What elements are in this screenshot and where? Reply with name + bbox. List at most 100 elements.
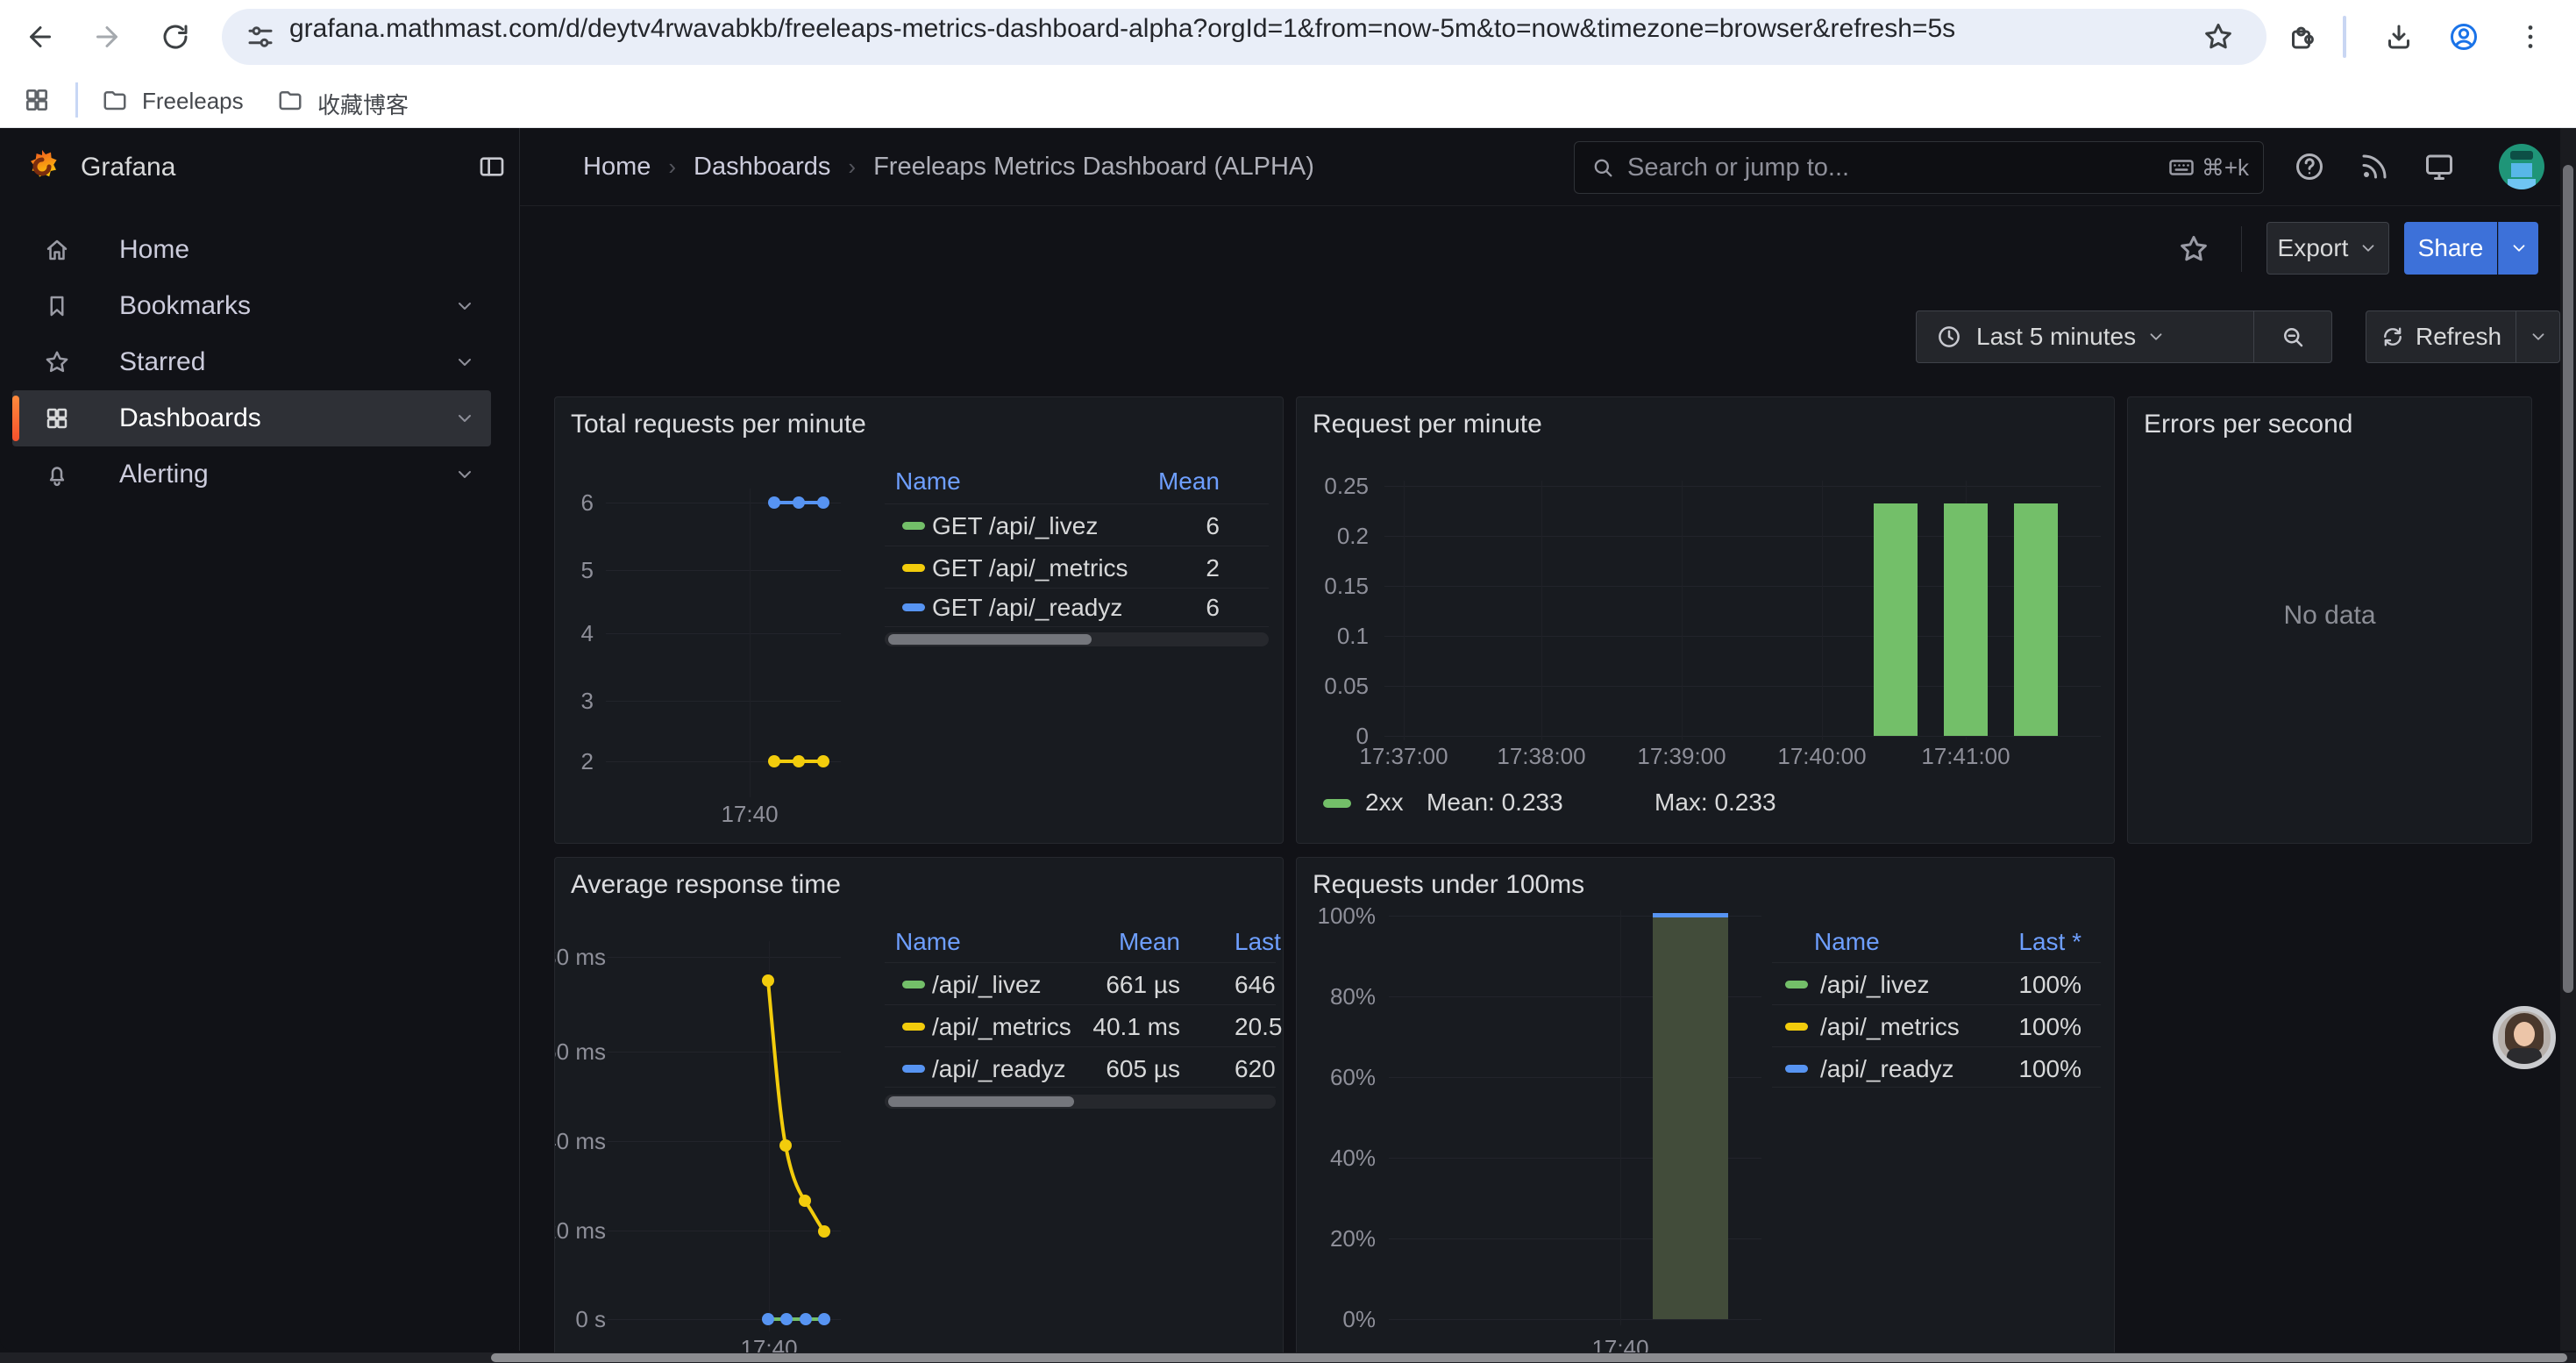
y-tick: 2 <box>581 750 594 773</box>
horizontal-scrollbar-thumb[interactable] <box>491 1353 2567 1362</box>
bar-2xx <box>1874 503 1918 736</box>
panel-title[interactable]: Request per minute <box>1313 410 1542 439</box>
assistant-avatar[interactable] <box>2493 1006 2556 1069</box>
download-icon[interactable] <box>2383 21 2415 53</box>
bookmark-folder-blogs[interactable]: 收藏博客 <box>317 88 409 120</box>
menu-kebab-icon[interactable] <box>2515 21 2546 53</box>
sidebar-item-bookmarks[interactable]: Bookmarks <box>12 278 491 334</box>
legend-color-pill <box>1785 1065 1808 1073</box>
response-time-curve <box>555 858 906 1349</box>
chevron-down-icon[interactable] <box>454 296 475 317</box>
breadcrumb-dashboards[interactable]: Dashboards <box>694 153 830 182</box>
legend-header-name[interactable]: Name <box>895 928 961 956</box>
sidebar-divider <box>519 128 520 1351</box>
sidebar-item-starred[interactable]: Starred <box>12 334 491 390</box>
panel-title[interactable]: Total requests per minute <box>571 410 866 439</box>
series-line-top <box>1653 913 1728 917</box>
site-settings-icon[interactable] <box>245 21 276 53</box>
y-tick: 6 <box>581 491 594 514</box>
refresh-button[interactable]: Refresh <box>2366 310 2516 363</box>
profile-icon[interactable] <box>2448 21 2480 53</box>
forward-icon[interactable] <box>91 21 123 53</box>
sidebar-item-label: Starred <box>119 347 205 377</box>
zoom-out-icon[interactable] <box>2254 324 2331 350</box>
sidebar-item-alerting[interactable]: Alerting <box>12 446 491 503</box>
y-tick: 4 <box>581 622 594 645</box>
legend-series-name[interactable]: 2xx <box>1365 789 1404 817</box>
panel-avg-response-time: Average response time 80 ms 60 ms 40 ms … <box>554 857 1284 1363</box>
chevron-down-icon[interactable] <box>454 408 475 429</box>
bookmark-star-icon[interactable] <box>2202 21 2234 53</box>
legend-series-name[interactable]: /api/_metrics <box>1820 1013 1960 1041</box>
grafana-logo[interactable] <box>25 149 60 184</box>
chevron-down-icon[interactable] <box>454 464 475 485</box>
legend-last-value: 20.5 ms <box>1235 1013 1284 1041</box>
legend-header-name[interactable]: Name <box>895 467 961 496</box>
sidebar-item-home[interactable]: Home <box>12 222 491 278</box>
rss-icon[interactable] <box>2359 151 2390 182</box>
time-range-picker[interactable]: Last 5 minutes <box>1916 310 2332 363</box>
vertical-scrollbar-thumb[interactable] <box>2563 165 2573 993</box>
legend-header-name[interactable]: Name <box>1814 928 1880 956</box>
legend-series-name[interactable]: /api/_livez <box>1820 971 1930 999</box>
reload-icon[interactable] <box>160 21 191 53</box>
y-tick: 0.25 <box>1324 475 1369 497</box>
legend-color-pill <box>902 1023 925 1031</box>
sidebar-item-dashboards[interactable]: Dashboards <box>12 390 491 446</box>
legend-mean-value: 40.1 ms <box>1042 1013 1180 1041</box>
data-point <box>818 1313 830 1325</box>
data-point <box>793 496 805 509</box>
bookmark-folder-freeleaps[interactable]: Freeleaps <box>142 88 244 115</box>
search-input[interactable]: Search or jump to... ⌘+k <box>1574 141 2264 194</box>
refresh-interval-dropdown[interactable] <box>2516 310 2560 363</box>
legend-last-value: 100% <box>1943 1013 2081 1041</box>
user-avatar[interactable] <box>2499 144 2544 189</box>
chevron-down-icon <box>2509 239 2529 258</box>
bar-2xx <box>1944 503 1988 736</box>
apps-grid-icon[interactable] <box>23 86 51 114</box>
monitor-icon[interactable] <box>2423 151 2455 182</box>
y-tick: 5 <box>581 559 594 582</box>
panel-title[interactable]: Errors per second <box>2144 410 2352 439</box>
extensions-icon[interactable] <box>2287 21 2318 53</box>
url-text[interactable]: grafana.mathmast.com/d/deytv4rwavabkb/fr… <box>289 14 1955 44</box>
breadcrumb-separator: › <box>668 153 676 181</box>
legend-last-value: 100% <box>1943 971 2081 999</box>
share-button[interactable]: Share <box>2404 222 2497 275</box>
chevron-down-icon[interactable] <box>454 352 475 373</box>
legend-scrollbar-thumb[interactable] <box>888 1096 1074 1107</box>
legend-mean-value: 661 µs <box>1042 971 1180 999</box>
legend-header-last[interactable]: Last * <box>1943 928 2081 956</box>
legend-scrollbar-thumb[interactable] <box>888 634 1092 645</box>
panel-request-per-minute: Request per minute 0.25 0.2 0.15 0.1 0.0… <box>1296 396 2115 844</box>
legend-header-mean[interactable]: Mean <box>1042 928 1180 956</box>
y-tick: 0.1 <box>1337 624 1369 647</box>
legend-header-mean[interactable]: Mean <box>1081 467 1220 496</box>
breadcrumb-home[interactable]: Home <box>583 153 651 182</box>
favorite-star-icon[interactable] <box>2178 233 2210 265</box>
actions-divider <box>2241 226 2242 272</box>
sidebar-item-label: Dashboards <box>119 403 261 433</box>
chevron-down-icon <box>2146 327 2166 346</box>
legend-series-name[interactable]: /api/_readyz <box>1820 1055 1954 1083</box>
share-dropdown-button[interactable] <box>2498 222 2538 275</box>
legend-color-pill <box>902 1065 925 1073</box>
sidebar-toggle-icon[interactable] <box>478 153 506 181</box>
browser-chrome: grafana.mathmast.com/d/deytv4rwavabkb/fr… <box>0 0 2576 128</box>
data-point <box>762 1313 774 1325</box>
back-icon[interactable] <box>25 21 56 53</box>
panel-title[interactable]: Requests under 100ms <box>1313 870 1584 900</box>
legend-series-name[interactable]: /api/_livez <box>932 971 1042 999</box>
legend-color-pill <box>902 564 925 572</box>
legend-header-last[interactable]: Last * <box>1235 928 1284 956</box>
legend-series-name[interactable]: GET /api/_livez <box>932 512 1098 540</box>
data-point <box>768 755 780 767</box>
folder-icon <box>277 87 303 113</box>
breadcrumb-separator: › <box>848 153 856 181</box>
help-icon[interactable] <box>2294 151 2325 182</box>
legend-mean-value: 6 <box>1081 512 1220 540</box>
star-icon <box>44 349 70 375</box>
export-button[interactable]: Export <box>2266 222 2389 275</box>
y-tick: 80% <box>1330 985 1376 1008</box>
breadcrumb: Home › Dashboards › Freeleaps Metrics Da… <box>583 128 1314 205</box>
